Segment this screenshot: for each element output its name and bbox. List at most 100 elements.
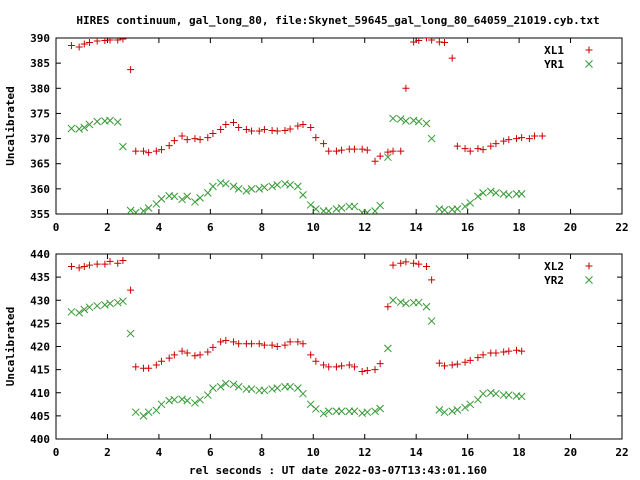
data-point [492,349,500,357]
data-point [466,199,475,207]
data-point [106,38,114,44]
x-tick-label: 18 [512,446,525,459]
data-point [319,409,328,418]
data-point [204,134,212,142]
data-point [106,257,114,265]
legend-label: YR2 [544,274,564,287]
data-point [474,395,482,404]
data-point [255,127,263,135]
y-tick-label: 365 [30,158,50,171]
data-point [229,380,238,389]
data-point [165,354,173,362]
data-point [101,301,109,309]
x-axis-label: rel seconds : UT date 2022-03-07T13:43:0… [189,464,487,477]
data-point [281,341,289,349]
data-point [75,264,83,272]
data-point [139,207,148,214]
x-tick-label: 12 [358,221,371,234]
data-point [384,148,392,156]
data-point [414,117,423,126]
data-point [85,261,93,269]
panel-top: 0 2 4 6 8 10 12 14 16 18 20 22 355 360 365 370 375 380 385… [4,32,629,234]
data-point [294,338,302,346]
x-tick-label: 2 [104,221,111,234]
data-point [350,407,359,416]
data-point [376,404,385,413]
legend-marker [585,46,593,54]
data-point [183,192,192,201]
y-tick-label: 390 [30,32,50,45]
data-point [85,303,94,312]
plot-frame [55,37,623,215]
data-point [268,127,276,135]
data-point [435,406,444,414]
data-point [67,124,76,133]
data-point [371,157,379,165]
data-point [191,352,199,360]
data-point [273,127,281,135]
data-point [384,153,392,162]
data-point [222,120,230,128]
data-point [440,206,449,214]
data-point [410,38,418,46]
data-point [191,135,199,143]
x-tick-label: 8 [259,221,266,234]
data-point [396,298,405,306]
x-tick-label: 14 [410,446,424,459]
data-point [320,140,328,148]
data-point [363,408,372,417]
data-point [474,354,482,362]
data-point [461,403,469,412]
data-point [268,341,276,349]
data-point [93,117,102,126]
data-point [422,119,431,128]
panel-bottom: 0 2 4 6 8 10 12 14 16 18 20 22 400 405 410 415 420 425 430… [4,248,629,459]
x-tick-label: 22 [615,221,628,234]
data-point [376,360,384,368]
data-point [234,382,243,391]
markers-layer [67,38,546,214]
x-tick-label: 8 [259,446,266,459]
data-point [75,308,84,317]
data-point [139,147,147,155]
data-point [397,147,405,155]
y-tick-label: 415 [30,364,50,377]
data-point [337,407,346,416]
data-point [384,303,392,311]
legend-label: YR1 [544,58,564,71]
data-point [325,147,333,155]
data-point [350,202,359,211]
data-point [170,137,178,145]
data-point [85,39,93,47]
data-point [402,84,410,92]
data-point [376,201,385,210]
data-point [466,356,474,364]
y-tick-label: 360 [30,183,50,196]
x-tick-label: 12 [358,446,371,459]
data-point [255,340,263,348]
data-point [106,299,114,308]
data-point [466,147,474,155]
data-point [286,180,294,189]
data-point [396,115,405,123]
data-point [119,142,127,151]
data-point [157,357,165,365]
data-point [196,395,204,404]
y-tick-label: 410 [30,387,50,400]
data-point [402,117,410,125]
data-point [293,182,302,191]
data-point [486,187,495,196]
data-point [93,301,102,310]
data-point [235,124,243,132]
x-tick-label: 0 [53,221,60,234]
data-point [178,132,186,140]
data-point [248,340,256,348]
data-point [145,364,153,372]
data-point [538,132,546,140]
data-point [93,38,101,45]
x-tick-label: 6 [207,221,214,234]
data-point [273,180,282,189]
data-point [152,147,160,155]
data-point [402,258,410,266]
